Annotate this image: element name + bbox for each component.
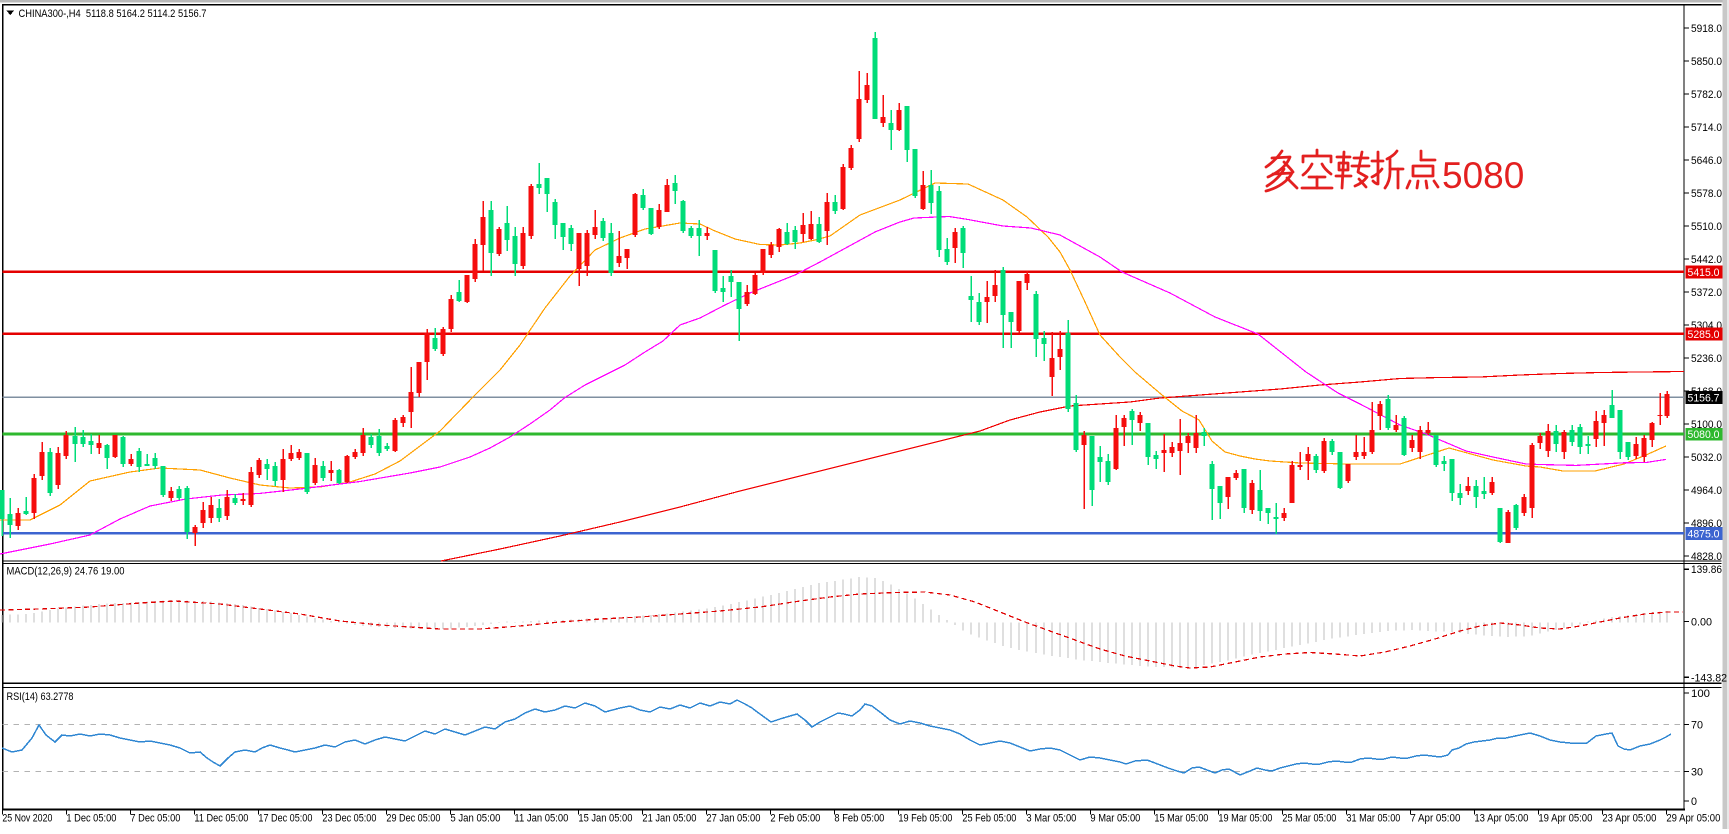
svg-text:23 Dec 05:00: 23 Dec 05:00 [322, 813, 376, 825]
svg-text:19 Apr 05:00: 19 Apr 05:00 [1538, 813, 1592, 825]
svg-text:0: 0 [1691, 796, 1697, 808]
svg-text:100: 100 [1691, 688, 1710, 700]
svg-text:5510.0: 5510.0 [1691, 221, 1722, 233]
svg-text:15 Mar 05:00: 15 Mar 05:00 [1154, 813, 1208, 825]
svg-text:5 Jan 05:00: 5 Jan 05:00 [450, 813, 500, 825]
svg-text:5442.0: 5442.0 [1691, 254, 1722, 266]
svg-text:23 Apr 05:00: 23 Apr 05:00 [1602, 813, 1656, 825]
svg-text:4875.0: 4875.0 [1688, 529, 1720, 541]
svg-text:19 Mar 05:00: 19 Mar 05:00 [1218, 813, 1272, 825]
svg-text:11 Dec 05:00: 11 Dec 05:00 [194, 813, 248, 825]
svg-text:MACD(12,26,9) 24.76 19.00: MACD(12,26,9) 24.76 19.00 [7, 566, 125, 578]
svg-text:5850.0: 5850.0 [1691, 56, 1722, 68]
svg-text:5236.0: 5236.0 [1691, 353, 1722, 365]
svg-text:13 Apr 05:00: 13 Apr 05:00 [1474, 813, 1528, 825]
svg-text:5918.0: 5918.0 [1691, 23, 1722, 35]
svg-text:RSI(14) 63.2778: RSI(14) 63.2778 [7, 691, 74, 703]
svg-text:5372.0: 5372.0 [1691, 287, 1722, 299]
svg-text:27 Jan 05:00: 27 Jan 05:00 [706, 813, 760, 825]
svg-text:29 Apr 05:00: 29 Apr 05:00 [1666, 813, 1720, 825]
svg-text:9 Mar 05:00: 9 Mar 05:00 [1090, 813, 1140, 825]
svg-text:5285.0: 5285.0 [1688, 329, 1720, 341]
svg-text:4964.0: 4964.0 [1691, 485, 1722, 497]
svg-text:5080.0: 5080.0 [1688, 429, 1720, 441]
svg-text:2 Feb 05:00: 2 Feb 05:00 [770, 813, 820, 825]
svg-text:5080: 5080 [1442, 155, 1524, 196]
svg-text:7 Dec 05:00: 7 Dec 05:00 [130, 813, 180, 825]
svg-text:30: 30 [1691, 767, 1703, 779]
svg-text:5714.0: 5714.0 [1691, 122, 1722, 134]
svg-text:3 Mar 05:00: 3 Mar 05:00 [1026, 813, 1076, 825]
svg-text:0.00: 0.00 [1691, 617, 1712, 629]
svg-text:139.86: 139.86 [1691, 564, 1722, 576]
svg-text:25 Nov 2020: 25 Nov 2020 [2, 813, 52, 825]
svg-text:11 Jan 05:00: 11 Jan 05:00 [514, 813, 568, 825]
svg-text:CHINA300-,H4 5118.8 5164.2 51: CHINA300-,H4 5118.8 5164.2 5114.2 5156.7 [19, 8, 207, 20]
svg-text:15 Jan 05:00: 15 Jan 05:00 [578, 813, 632, 825]
svg-text:25 Feb 05:00: 25 Feb 05:00 [962, 813, 1016, 825]
svg-text:5646.0: 5646.0 [1691, 155, 1722, 167]
svg-text:8 Feb 05:00: 8 Feb 05:00 [834, 813, 884, 825]
svg-text:70: 70 [1691, 719, 1703, 731]
svg-text:29 Dec 05:00: 29 Dec 05:00 [386, 813, 440, 825]
svg-text:5156.7: 5156.7 [1688, 393, 1720, 405]
svg-text:21 Jan 05:00: 21 Jan 05:00 [642, 813, 696, 825]
svg-text:19 Feb 05:00: 19 Feb 05:00 [898, 813, 952, 825]
svg-text:5782.0: 5782.0 [1691, 89, 1722, 101]
svg-text:5032.0: 5032.0 [1691, 452, 1722, 464]
svg-text:-143.82: -143.82 [1691, 672, 1727, 684]
svg-text:17 Dec 05:00: 17 Dec 05:00 [258, 813, 312, 825]
svg-text:5578.0: 5578.0 [1691, 188, 1722, 200]
svg-text:5415.0: 5415.0 [1688, 267, 1720, 279]
svg-text:1 Dec 05:00: 1 Dec 05:00 [66, 813, 116, 825]
svg-text:25 Mar 05:00: 25 Mar 05:00 [1282, 813, 1336, 825]
svg-text:4828.0: 4828.0 [1691, 551, 1722, 563]
svg-text:7 Apr 05:00: 7 Apr 05:00 [1410, 813, 1460, 825]
svg-text:31 Mar 05:00: 31 Mar 05:00 [1346, 813, 1400, 825]
